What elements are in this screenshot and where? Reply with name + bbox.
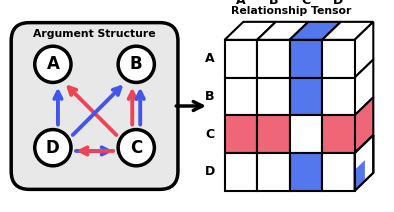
FancyArrowPatch shape [129,92,136,125]
Bar [257,40,290,78]
Bar [225,115,257,153]
Text: D: D [46,139,60,157]
Text: D: D [333,0,344,7]
FancyArrowPatch shape [76,147,109,155]
Bar [225,78,257,115]
Circle shape [118,46,154,82]
Bar [290,40,322,78]
Text: C: C [130,139,142,157]
Polygon shape [355,22,373,78]
Bar [257,153,290,191]
Bar [322,115,355,153]
FancyArrowPatch shape [80,147,113,155]
Text: B: B [205,90,215,103]
Text: Relationship Tensor: Relationship Tensor [231,6,352,16]
Bar [225,153,257,191]
Text: Argument Structure: Argument Structure [33,28,156,39]
Text: C: C [301,0,310,7]
Text: D: D [204,165,215,179]
Text: B: B [130,55,143,73]
Text: C: C [206,128,215,141]
Bar [225,40,257,78]
Polygon shape [290,22,341,40]
Bar [322,40,355,78]
Text: A: A [236,0,245,7]
Bar [257,115,290,153]
Bar [290,115,322,153]
Bar [290,78,322,115]
Circle shape [35,46,71,82]
FancyArrowPatch shape [73,87,121,135]
Polygon shape [225,22,276,40]
Bar [257,78,290,115]
Polygon shape [355,135,373,191]
Circle shape [118,130,154,166]
FancyArrowPatch shape [69,87,116,135]
Bar [322,78,355,115]
Bar [322,153,355,191]
FancyBboxPatch shape [11,23,178,189]
FancyArrowPatch shape [137,92,144,125]
Polygon shape [355,60,373,115]
Text: A: A [46,55,59,73]
FancyArrowPatch shape [54,92,61,125]
Text: B: B [269,0,278,7]
Bar [290,153,322,191]
Polygon shape [355,160,365,191]
Polygon shape [257,22,308,40]
Text: A: A [205,52,215,65]
Polygon shape [322,22,373,40]
Polygon shape [355,97,373,153]
Circle shape [35,130,71,166]
